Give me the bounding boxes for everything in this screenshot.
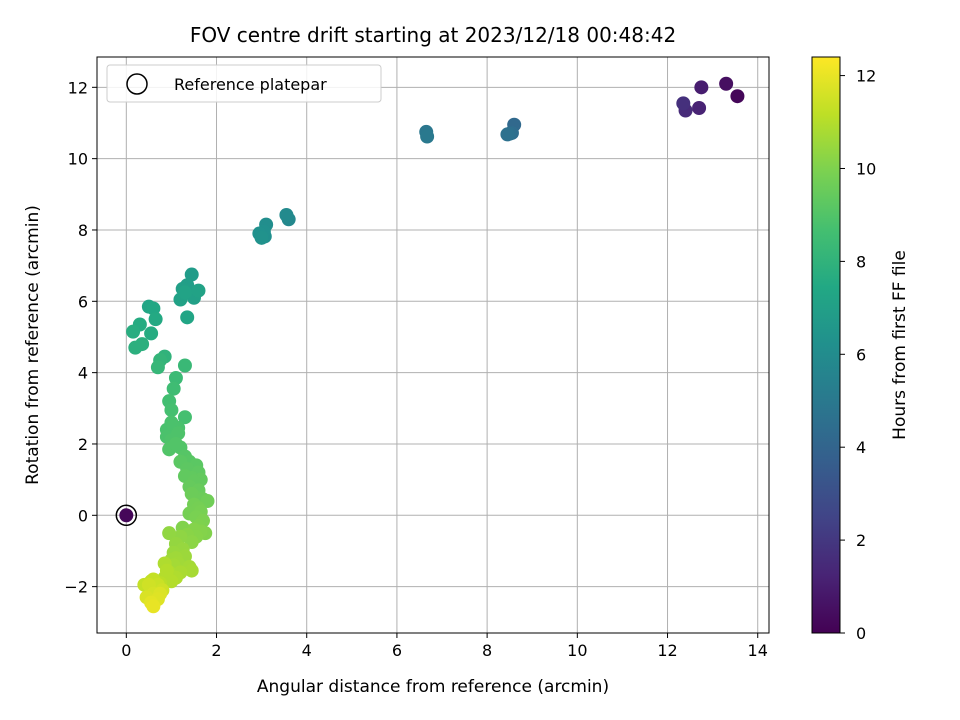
data-point [692, 101, 707, 115]
data-point [148, 312, 163, 327]
data-point [126, 324, 141, 339]
chart-title: FOV centre drift starting at 2023/12/18 … [190, 23, 676, 47]
data-point [500, 127, 515, 142]
x-tick-label: 6 [392, 641, 402, 660]
x-tick-label: 12 [657, 641, 677, 660]
data-point [146, 301, 161, 316]
x-tick-label: 2 [211, 641, 221, 660]
data-point [144, 326, 159, 341]
colorbar [811, 56, 841, 634]
data-point [168, 370, 183, 385]
x-axis-ticks: 0 2 4 6 8 10 12 14 [121, 633, 768, 660]
reference-point [119, 508, 134, 523]
data-point [177, 285, 192, 300]
data-point [164, 403, 179, 418]
data-point [279, 208, 294, 222]
x-axis-label: Angular distance from reference (arcmin) [257, 677, 609, 697]
colorbar-tick-label: 0 [856, 624, 866, 643]
data-point [420, 129, 435, 144]
y-tick-label: 12 [68, 78, 88, 97]
y-tick-label: 10 [68, 150, 88, 169]
data-point [162, 526, 177, 541]
grid [97, 57, 769, 633]
data-point [166, 381, 181, 396]
colorbar-tick-label: 6 [856, 345, 866, 364]
colorbar-label: Hours from first FF file [890, 250, 910, 440]
data-point [730, 89, 745, 104]
x-tick-label: 10 [567, 641, 587, 660]
data-point [159, 563, 174, 578]
data-point [191, 283, 206, 298]
data-point [177, 358, 192, 373]
legend-box [106, 64, 382, 103]
data-point [254, 230, 269, 245]
data-point [184, 267, 199, 282]
y-tick-label: −2 [64, 578, 88, 597]
data-point [177, 410, 192, 425]
x-tick-label: 0 [121, 641, 131, 660]
data-point [184, 486, 199, 501]
plot-frame [96, 56, 770, 634]
data-point [694, 80, 709, 95]
legend: Reference platepar [106, 64, 382, 103]
colorbar-tick-label: 12 [856, 67, 876, 86]
colorbar-tick-label: 4 [856, 438, 866, 457]
y-tick-label: 0 [78, 506, 88, 525]
data-point [146, 599, 161, 614]
colorbar-tick-label: 10 [856, 159, 876, 178]
data-point [168, 436, 183, 451]
data-point [164, 574, 179, 589]
y-tick-label: 2 [78, 435, 88, 454]
reference-marker [115, 504, 138, 527]
data-point [150, 360, 165, 375]
data-point [180, 310, 195, 325]
y-axis-label: Rotation from reference (arcmin) [23, 205, 43, 485]
data-point [719, 76, 734, 91]
reference-ring [115, 504, 138, 527]
colorbar-tick-label: 8 [856, 252, 866, 271]
x-tick-label: 14 [748, 641, 768, 660]
x-tick-label: 4 [302, 641, 312, 660]
legend-marker-icon [126, 73, 148, 95]
y-axis-ticks: −2 0 2 4 6 8 10 12 [64, 78, 97, 597]
y-tick-label: 4 [78, 364, 88, 383]
data-point [128, 340, 143, 355]
x-tick-label: 8 [482, 641, 492, 660]
colorbar-tick-label: 2 [856, 531, 866, 550]
data-points [126, 76, 745, 614]
y-tick-label: 8 [78, 221, 88, 240]
data-point [184, 563, 199, 578]
data-point [676, 96, 691, 111]
colorbar-ticks: 0 2 4 6 8 10 12 [840, 67, 876, 643]
y-tick-label: 6 [78, 292, 88, 311]
legend-entry-reference: Reference platepar [174, 75, 327, 94]
